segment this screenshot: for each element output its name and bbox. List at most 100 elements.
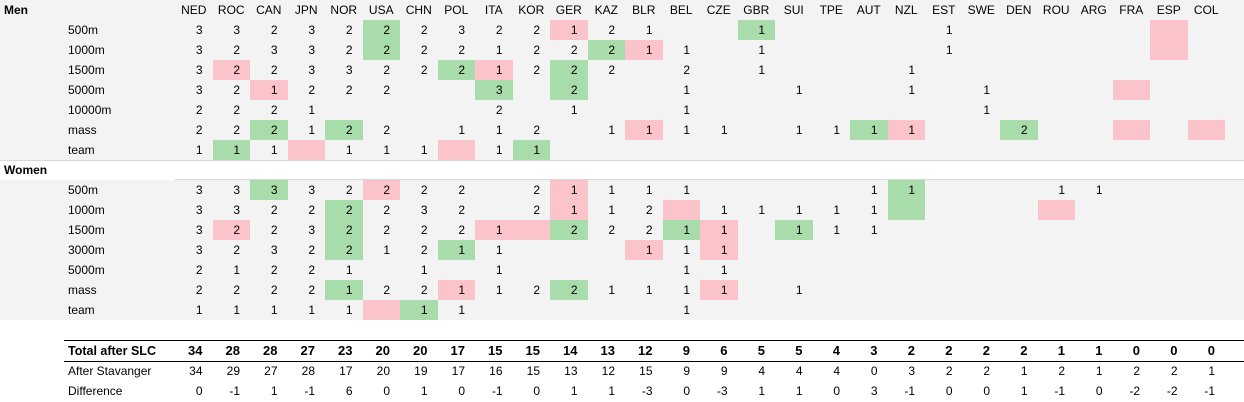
summary-sui: 5 — [795, 343, 803, 358]
cell-kor: 2 — [533, 23, 540, 37]
cell-jpn: 3 — [308, 183, 315, 197]
cell-ned: 3 — [195, 43, 203, 57]
distance-label: 1500m — [68, 63, 105, 77]
cell-jpn: 2 — [308, 83, 315, 97]
cell-bel: 1 — [683, 183, 690, 197]
summary-tpe: 0 — [833, 384, 840, 398]
country-header-esp: ESP — [1156, 3, 1181, 17]
cell-usa: 2 — [383, 223, 390, 237]
cell-jpn: 2 — [308, 243, 315, 257]
summary-usa: 20 — [376, 364, 390, 378]
summary-rou: 1 — [1057, 343, 1065, 358]
cell-roc: 3 — [233, 183, 240, 197]
cell-gbr: 1 — [758, 63, 765, 77]
cell-jpn: 2 — [308, 203, 315, 217]
distance-label: 10000m — [68, 103, 112, 117]
header-row — [0, 0, 1244, 20]
summary-roc: 28 — [225, 343, 240, 358]
country-header-den: DEN — [1006, 3, 1032, 17]
cell-tpe: 1 — [833, 123, 840, 137]
cell-roc: 2 — [212, 60, 250, 80]
summary-jpn: -1 — [304, 384, 315, 398]
summary-blr: 12 — [638, 343, 653, 358]
summary-rou: -1 — [1054, 384, 1065, 398]
summary-jpn: 27 — [300, 343, 315, 358]
cell-usa — [362, 300, 400, 320]
cell-can: 3 — [250, 180, 288, 200]
cell-jpn: 3 — [308, 23, 315, 37]
cell-can: 2 — [270, 203, 278, 217]
cell-roc: 2 — [212, 220, 250, 240]
country-header-gbr: GBR — [743, 3, 770, 17]
cell-ned: 3 — [195, 63, 203, 77]
cell-swe: 1 — [983, 83, 990, 97]
summary-kaz: 12 — [601, 364, 615, 378]
summary-nzl: 3 — [908, 364, 915, 378]
row-band — [0, 240, 1244, 260]
cell-kaz: 1 — [608, 203, 615, 217]
cell-chn: 2 — [420, 283, 428, 297]
row-band — [0, 180, 1244, 200]
cell-blr: 1 — [625, 240, 663, 260]
summary-label: After Stavanger — [68, 364, 152, 378]
cell-sui: 1 — [775, 220, 813, 240]
cell-ita: 3 — [475, 80, 513, 100]
cell-rou: 1 — [1058, 183, 1065, 197]
summary-nor: 23 — [338, 343, 353, 358]
cell-usa: 1 — [383, 243, 390, 257]
summary-roc: 29 — [226, 364, 240, 378]
summary-ned: 34 — [189, 364, 203, 378]
cell-ger: 2 — [550, 60, 588, 80]
cell-tpe: 1 — [833, 203, 840, 217]
cell-ned: 3 — [195, 203, 203, 217]
cell-pol: 1 — [437, 240, 475, 260]
country-header-cze: CZE — [706, 3, 731, 17]
cell-aut: 1 — [870, 203, 878, 217]
cell-chn: 2 — [420, 63, 428, 77]
cell-ita: 1 — [495, 283, 503, 297]
country-header-aut: AUT — [856, 3, 881, 17]
cell-ita: 1 — [495, 123, 503, 137]
cell-roc: 1 — [233, 303, 240, 317]
cell-can: 2 — [270, 263, 278, 277]
country-header-jpn: JPN — [294, 3, 318, 17]
cell-den: 2 — [1000, 120, 1038, 140]
summary-cze: 9 — [720, 364, 728, 378]
cell-jpn: 2 — [308, 263, 315, 277]
cell-usa: 1 — [383, 143, 390, 157]
cell-arg: 1 — [1095, 183, 1103, 197]
summary-divider — [64, 361, 1244, 362]
summary-arg: 1 — [1095, 364, 1103, 378]
summary-pol: 17 — [451, 364, 465, 378]
cell-nor: 2 — [325, 240, 363, 260]
summary-kor: 15 — [525, 343, 540, 358]
distance-label: mass — [68, 283, 97, 297]
cell-usa: 2 — [383, 123, 390, 137]
summary-swe: 2 — [983, 364, 990, 378]
cell-kaz: 1 — [608, 183, 615, 197]
cell-rou — [1037, 200, 1075, 220]
cell-kaz: 2 — [608, 63, 615, 77]
cell-swe: 1 — [983, 103, 990, 117]
cell-kaz: 2 — [608, 23, 615, 37]
country-header-blr: BLR — [632, 3, 656, 17]
distance-label: 1000m — [68, 43, 105, 57]
cell-bel: 1 — [683, 103, 690, 117]
cell-roc: 2 — [233, 283, 240, 297]
distance-label: 3000m — [68, 243, 105, 257]
cell-nzl: 1 — [908, 63, 915, 77]
cell-nor: 1 — [345, 143, 353, 157]
summary-ger: 14 — [563, 343, 578, 358]
summary-tpe: 4 — [832, 343, 840, 358]
country-header-tpe: TPE — [819, 3, 843, 17]
row-band — [0, 200, 1244, 220]
summary-pol: 0 — [458, 384, 465, 398]
cell-ger: 2 — [550, 80, 588, 100]
cell-nor: 2 — [325, 200, 363, 220]
summary-fra: 0 — [1132, 343, 1140, 358]
cell-jpn: 3 — [308, 223, 315, 237]
cell-gbr: 1 — [758, 43, 765, 57]
cell-usa: 2 — [362, 180, 400, 200]
cell-blr: 1 — [625, 120, 663, 140]
